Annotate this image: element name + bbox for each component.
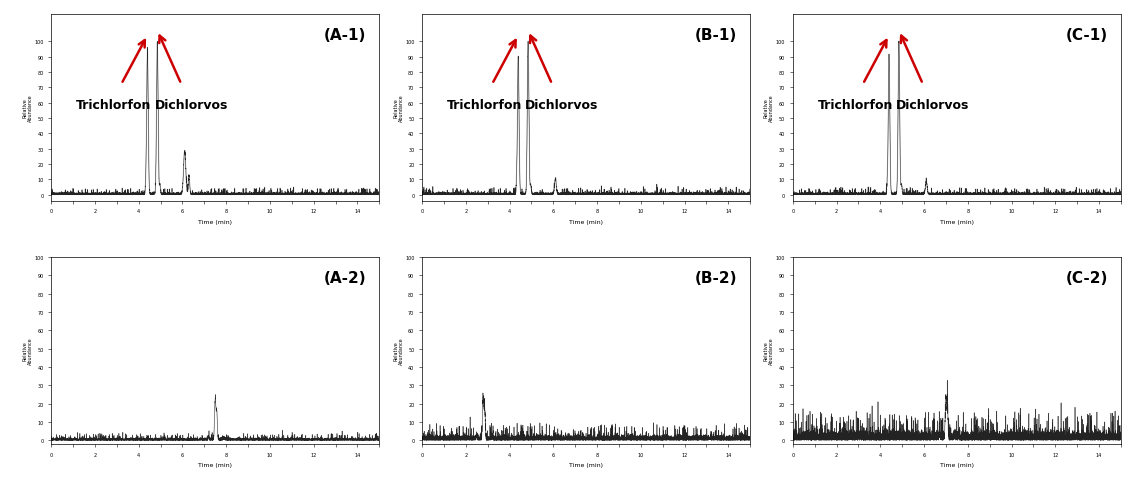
Text: Trichlorfon: Trichlorfon bbox=[446, 99, 522, 112]
Y-axis label: Relative
Abundance: Relative Abundance bbox=[764, 337, 774, 365]
X-axis label: Time (min): Time (min) bbox=[569, 462, 603, 467]
X-axis label: Time (min): Time (min) bbox=[198, 462, 232, 467]
Y-axis label: Relative
Abundance: Relative Abundance bbox=[23, 94, 33, 122]
Text: Trichlorfon: Trichlorfon bbox=[817, 99, 893, 112]
Y-axis label: Relative
Abundance: Relative Abundance bbox=[394, 337, 404, 365]
X-axis label: Time (min): Time (min) bbox=[940, 220, 974, 224]
Text: (B-2): (B-2) bbox=[694, 270, 737, 285]
Text: (A-2): (A-2) bbox=[323, 270, 366, 285]
Y-axis label: Relative
Abundance: Relative Abundance bbox=[23, 337, 33, 365]
Text: Dichlorvos: Dichlorvos bbox=[155, 99, 228, 112]
Text: (C-1): (C-1) bbox=[1065, 28, 1107, 42]
X-axis label: Time (min): Time (min) bbox=[569, 220, 603, 224]
Text: Dichlorvos: Dichlorvos bbox=[526, 99, 599, 112]
Text: Trichlorfon: Trichlorfon bbox=[76, 99, 151, 112]
Text: (B-1): (B-1) bbox=[695, 28, 737, 42]
X-axis label: Time (min): Time (min) bbox=[940, 462, 974, 467]
X-axis label: Time (min): Time (min) bbox=[198, 220, 232, 224]
Y-axis label: Relative
Abundance: Relative Abundance bbox=[394, 94, 404, 122]
Text: (C-2): (C-2) bbox=[1065, 270, 1107, 285]
Text: Dichlorvos: Dichlorvos bbox=[896, 99, 970, 112]
Text: (A-1): (A-1) bbox=[324, 28, 366, 42]
Y-axis label: Relative
Abundance: Relative Abundance bbox=[764, 94, 774, 122]
